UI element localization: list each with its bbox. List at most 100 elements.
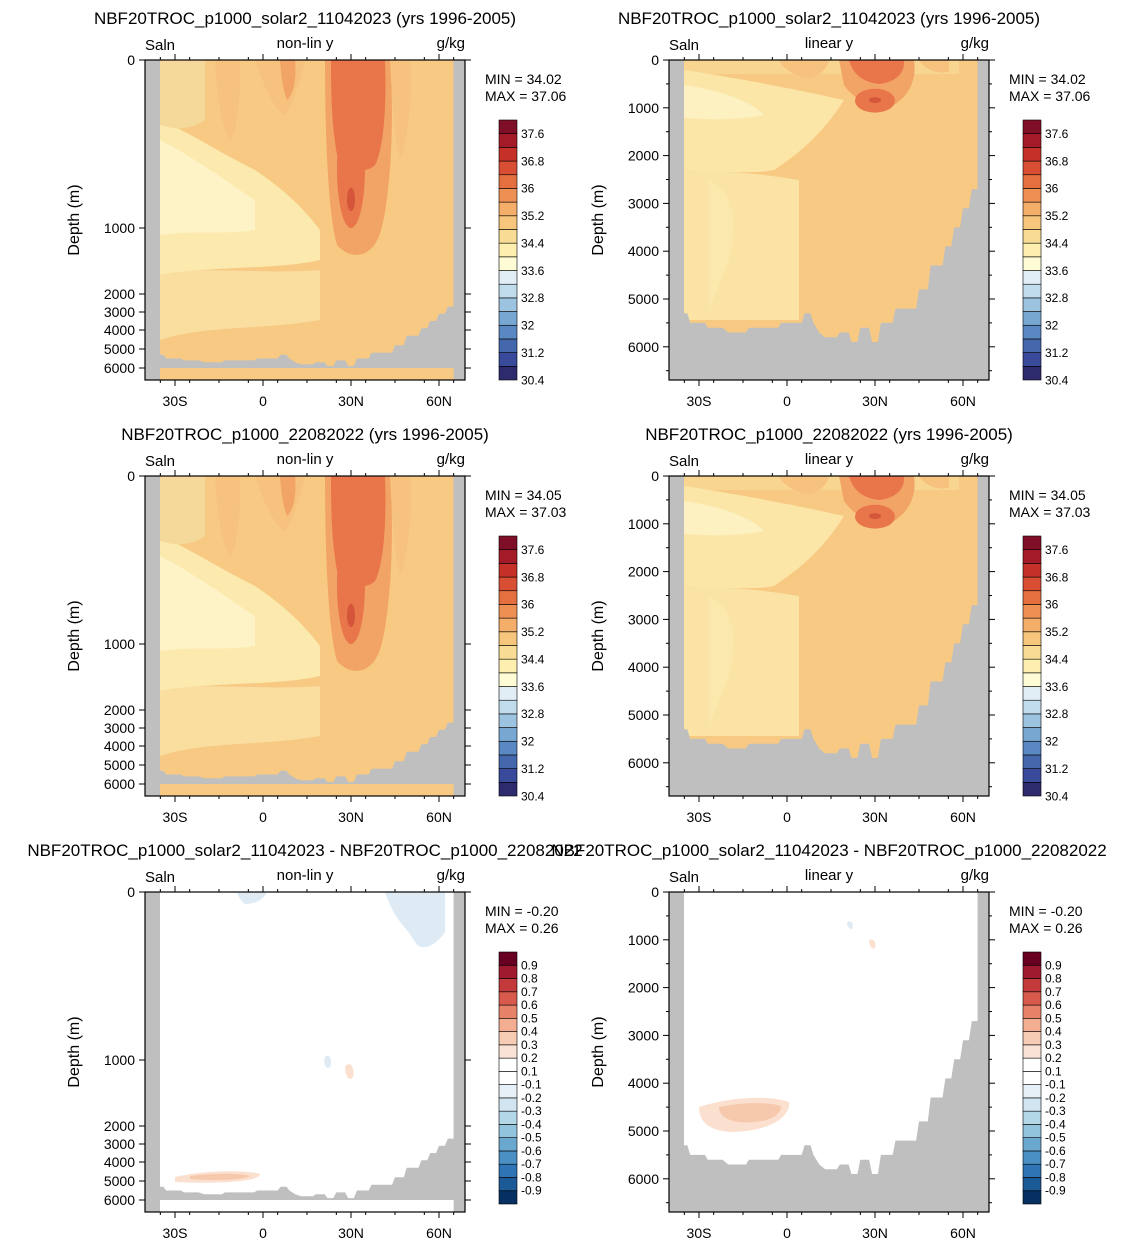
land-mask	[672, 892, 989, 1212]
colorbar-label: 0.5	[521, 1011, 538, 1025]
colorbar-label: -0.1	[1045, 1078, 1066, 1092]
y-axis-label: Depth (m)	[590, 600, 607, 671]
land-mask	[148, 60, 465, 368]
x-tick-label: 30S	[687, 809, 712, 825]
colorbar-label: 0.1	[1045, 1064, 1062, 1078]
y-tick-label: 0	[651, 52, 659, 68]
y-tick-label: 6000	[104, 776, 135, 792]
colorbar-label: 34.4	[521, 236, 545, 250]
panel-3: NBF20TROC_p1000_22082022 (yrs 1996-2005)…	[66, 425, 567, 825]
colorbar-label: 36	[521, 598, 535, 612]
y-tick-label: 0	[127, 884, 135, 900]
x-tick-label: 0	[783, 393, 791, 409]
x-tick-label: 0	[783, 809, 791, 825]
colorbar-label: 0.4	[1045, 1025, 1062, 1039]
x-tick-label: 30N	[862, 1225, 888, 1241]
y-axis-label: Depth (m)	[590, 1016, 607, 1087]
land-mask	[672, 476, 989, 796]
colorbar-label: 33.6	[521, 680, 545, 694]
plot-frame	[144, 475, 466, 797]
colorbar-label: 32	[1045, 735, 1059, 749]
colorbar-label: 0.5	[1045, 1011, 1062, 1025]
plot-frame	[668, 475, 990, 797]
stats-max: MAX = 37.03	[485, 504, 567, 520]
colorbar-label: 31.2	[521, 762, 545, 776]
units-label: g/kg	[961, 35, 989, 52]
colorbar-label: 35.2	[1045, 625, 1069, 639]
y-tick-label: 3000	[104, 304, 135, 320]
colorbar-label: 32	[1045, 319, 1059, 333]
scale-label: linear y	[805, 35, 854, 52]
y-tick-label: 5000	[104, 1173, 135, 1189]
x-tick-label: 60N	[426, 1225, 452, 1241]
colorbar-label: 33.6	[1045, 264, 1069, 278]
x-tick-label: 60N	[426, 393, 452, 409]
scale-label: non-lin y	[277, 867, 334, 884]
colorbar-label: 30.4	[521, 789, 545, 803]
y-tick-label: 6000	[628, 1171, 659, 1187]
panel-5: NBF20TROC_p1000_solar2_11042023 - NBF20T…	[27, 841, 582, 1241]
colorbar-label: 35.2	[1045, 209, 1069, 223]
colorbar-label: 0.2	[1045, 1051, 1062, 1065]
panel-1: NBF20TROC_p1000_solar2_11042023 (yrs 199…	[66, 9, 567, 409]
x-tick-label: 30S	[687, 1225, 712, 1241]
stats-min: MIN = -0.20	[1009, 903, 1083, 919]
x-tick-label: 0	[259, 809, 267, 825]
y-tick-label: 6000	[628, 339, 659, 355]
panel-title: NBF20TROC_p1000_solar2_11042023 (yrs 199…	[94, 9, 516, 28]
colorbar-label: 30.4	[521, 373, 545, 387]
y-tick-label: 3000	[104, 1136, 135, 1152]
y-tick-label: 0	[127, 468, 135, 484]
x-tick-label: 30S	[163, 393, 188, 409]
contour-field	[669, 60, 989, 380]
colorbar-label: 36	[1045, 182, 1059, 196]
land-mask	[148, 892, 465, 1200]
colorbar-label: 32.8	[1045, 707, 1069, 721]
y-tick-label: 1000	[104, 220, 135, 236]
stats-min: MIN = 34.02	[485, 71, 562, 87]
colorbar-label: 35.2	[521, 625, 545, 639]
stats-max: MAX = 0.26	[1009, 920, 1083, 936]
y-tick-label: 6000	[104, 1192, 135, 1208]
colorbar-label: 0.4	[521, 1025, 538, 1039]
y-tick-label: 1000	[628, 932, 659, 948]
colorbar-label: 30.4	[1045, 789, 1069, 803]
colorbar-label: 37.6	[521, 543, 545, 557]
colorbar-label: 0.3	[521, 1038, 538, 1052]
panel-6: NBF20TROC_p1000_solar2_11042023 - NBF20T…	[551, 841, 1106, 1241]
colorbar-label: 36.8	[1045, 154, 1069, 168]
colorbar: 37.6 36.8 36 35.2 34.4 33.6 32.8 32 31.2 30.4	[1022, 119, 1069, 387]
x-tick-label: 30N	[862, 809, 888, 825]
colorbar-label: -0.5	[521, 1131, 542, 1145]
stats-min: MIN = 34.05	[485, 487, 562, 503]
plot-frame	[144, 59, 466, 381]
colorbar: 0.90.80.70.60.50.40.30.20.1-0.1-0.2-0.3-…	[1022, 951, 1066, 1205]
variable-label: Saln	[669, 37, 699, 54]
colorbar-label: 0.7	[521, 985, 538, 999]
y-axis-label: Depth (m)	[590, 184, 607, 255]
x-tick-label: 30N	[338, 1225, 364, 1241]
colorbar-label: 37.6	[1045, 127, 1069, 141]
y-tick-label: 4000	[104, 738, 135, 754]
colorbar: 37.6 36.8 36 35.2 34.4 33.6 32.8 32 31.2 30.4	[1022, 535, 1069, 803]
colorbar-label: 37.6	[1045, 543, 1069, 557]
units-label: g/kg	[437, 867, 465, 884]
y-tick-label: 0	[127, 52, 135, 68]
colorbar-label: -0.9	[1045, 1184, 1066, 1198]
x-tick-label: 30S	[687, 393, 712, 409]
contour-field	[145, 892, 465, 1212]
y-tick-label: 2000	[104, 1118, 135, 1134]
y-tick-label: 1000	[104, 636, 135, 652]
colorbar-label: 36.8	[1045, 570, 1069, 584]
x-tick-label: 60N	[426, 809, 452, 825]
scale-label: linear y	[805, 451, 854, 468]
colorbar-label: -0.1	[521, 1078, 542, 1092]
variable-label: Saln	[669, 869, 699, 886]
x-tick-label: 0	[259, 393, 267, 409]
colorbar-label: 0.8	[1045, 972, 1062, 986]
colorbar-label: -0.5	[1045, 1131, 1066, 1145]
colorbar-label: -0.8	[521, 1170, 542, 1184]
y-tick-label: 2000	[628, 980, 659, 996]
y-tick-label: 1000	[104, 1052, 135, 1068]
